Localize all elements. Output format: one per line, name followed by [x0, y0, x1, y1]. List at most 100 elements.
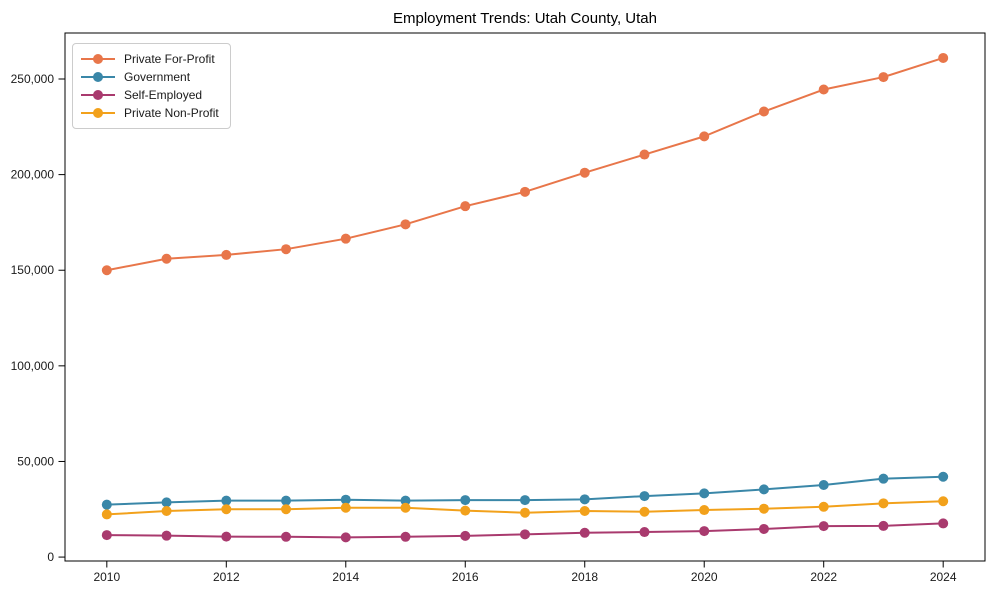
x-tick-label: 2016 — [452, 570, 479, 584]
legend-marker-dot — [93, 72, 103, 82]
y-tick-label: 200,000 — [11, 168, 55, 182]
line-private-for-profit — [105, 56, 945, 272]
point-government-2021 — [758, 484, 769, 495]
y-tick-label: 100,000 — [11, 359, 55, 373]
legend-marker-dot — [93, 54, 103, 64]
legend-item-government: Government — [81, 68, 219, 86]
series-private-for-profit — [101, 52, 949, 276]
series-self-employed — [101, 518, 949, 543]
x-tick-label: 2020 — [691, 570, 718, 584]
point-private-for-profit-2024 — [938, 52, 949, 63]
point-government-2014 — [340, 494, 351, 505]
point-private-for-profit-2021 — [758, 106, 769, 117]
point-self-employed-2015 — [400, 531, 411, 542]
series-layer — [101, 52, 949, 543]
point-government-2013 — [281, 495, 292, 506]
point-government-2012 — [221, 495, 232, 506]
series-government — [101, 471, 949, 510]
point-private-non-profit-2015 — [400, 502, 411, 513]
axes-layer: 0 50,000 100,000 150,000 200,000 250,000 2010 2… — [11, 72, 957, 584]
point-government-2023 — [878, 473, 889, 484]
point-private-non-profit-2018 — [579, 505, 590, 516]
legend-label: Government — [124, 70, 191, 84]
x-tick-label: 2022 — [810, 570, 837, 584]
point-government-2022 — [818, 479, 829, 490]
point-government-2024 — [938, 471, 949, 482]
point-private-non-profit-2020 — [699, 505, 710, 516]
legend-line-marker — [81, 72, 115, 82]
point-self-employed-2021 — [758, 523, 769, 534]
point-private-for-profit-2013 — [281, 244, 292, 255]
legend-line-marker — [81, 90, 115, 100]
point-self-employed-2012 — [221, 531, 232, 542]
point-private-non-profit-2014 — [340, 502, 351, 513]
point-private-for-profit-2010 — [101, 265, 112, 276]
point-private-non-profit-2011 — [161, 505, 172, 516]
point-private-non-profit-2013 — [281, 504, 292, 515]
point-government-2010 — [101, 499, 112, 510]
point-private-for-profit-2012 — [221, 249, 232, 260]
point-private-non-profit-2023 — [878, 498, 889, 509]
point-private-for-profit-2015 — [400, 219, 411, 230]
plot-border — [64, 32, 986, 562]
point-private-for-profit-2014 — [340, 233, 351, 244]
legend-label: Private For-Profit — [124, 52, 215, 66]
point-self-employed-2023 — [878, 520, 889, 531]
legend-marker-dot — [93, 90, 103, 100]
point-government-2018 — [579, 494, 590, 505]
point-private-non-profit-2012 — [221, 504, 232, 515]
point-private-non-profit-2024 — [938, 496, 949, 507]
legend-label: Self-Employed — [124, 88, 203, 102]
point-self-employed-2010 — [101, 530, 112, 541]
x-tick-label: 2014 — [332, 570, 359, 584]
legend-item-private-non-profit: Private Non-Profit — [81, 104, 219, 122]
point-private-non-profit-2021 — [758, 503, 769, 514]
point-private-for-profit-2023 — [878, 72, 889, 83]
point-private-for-profit-2017 — [520, 186, 530, 197]
point-government-2011 — [161, 497, 172, 508]
legend-item-private-for-profit: Private For-Profit — [81, 50, 219, 68]
point-private-non-profit-2010 — [101, 509, 112, 520]
point-self-employed-2016 — [460, 530, 471, 541]
y-tick-label: 50,000 — [17, 454, 54, 468]
y-tick-label: 250,000 — [11, 72, 55, 86]
point-self-employed-2022 — [818, 521, 829, 532]
x-tick-label: 2010 — [93, 570, 120, 584]
legend-line-marker — [81, 108, 115, 118]
point-self-employed-2014 — [340, 532, 351, 543]
point-self-employed-2018 — [579, 527, 590, 538]
series-private-non-profit — [101, 496, 949, 520]
point-self-employed-2024 — [938, 518, 949, 529]
point-government-2016 — [460, 495, 471, 506]
point-private-non-profit-2016 — [460, 505, 471, 516]
legend-item-self-employed: Self-Employed — [81, 86, 219, 104]
point-private-non-profit-2017 — [520, 507, 530, 518]
x-tick-label: 2024 — [930, 570, 957, 584]
point-government-2017 — [520, 495, 530, 506]
point-self-employed-2011 — [161, 530, 172, 541]
chart-title: Employment Trends: Utah County, Utah — [393, 10, 657, 27]
point-government-2020 — [699, 488, 710, 499]
legend: Private For-Profit Government Self-Emplo… — [72, 43, 231, 129]
point-private-non-profit-2019 — [639, 506, 650, 517]
x-tick-label: 2018 — [571, 570, 598, 584]
point-self-employed-2013 — [281, 531, 292, 542]
point-self-employed-2017 — [520, 529, 530, 540]
legend-line-marker — [81, 54, 115, 64]
point-private-for-profit-2019 — [639, 149, 650, 160]
y-tick-label: 0 — [47, 550, 54, 564]
point-private-for-profit-2018 — [579, 167, 590, 178]
x-tick-label: 2012 — [213, 570, 240, 584]
point-private-for-profit-2011 — [161, 253, 172, 264]
point-self-employed-2020 — [699, 526, 710, 537]
point-private-for-profit-2016 — [460, 201, 471, 212]
point-government-2019 — [639, 491, 650, 502]
y-tick-label: 150,000 — [11, 263, 55, 277]
point-self-employed-2019 — [639, 527, 650, 538]
legend-label: Private Non-Profit — [124, 106, 219, 120]
point-government-2015 — [400, 495, 411, 506]
point-private-for-profit-2022 — [818, 84, 829, 95]
point-private-for-profit-2020 — [699, 131, 710, 142]
